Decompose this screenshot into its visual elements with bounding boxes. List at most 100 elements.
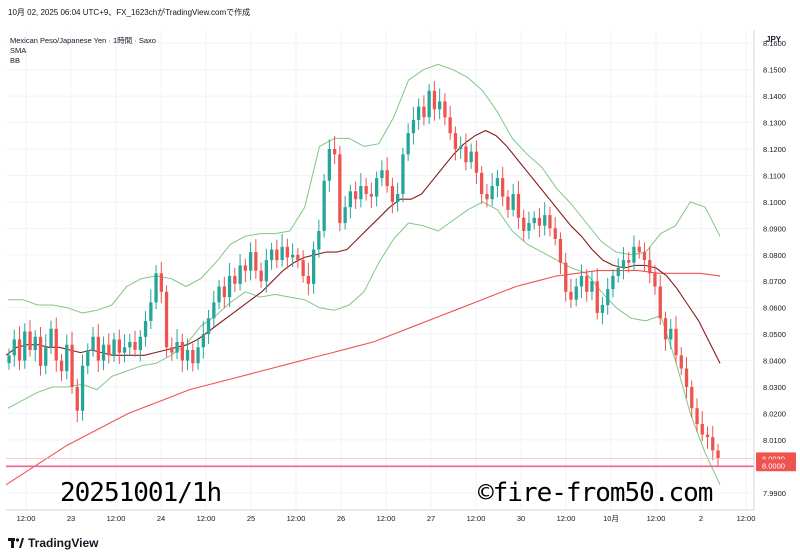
candle-body bbox=[700, 424, 704, 435]
candle-body bbox=[459, 146, 463, 149]
level-price-tag: 8.0000 bbox=[762, 461, 785, 470]
time-tick-label: 12:00 bbox=[377, 514, 396, 523]
candle-body bbox=[338, 154, 342, 224]
candle-body bbox=[80, 365, 85, 411]
sma-label[interactable]: SMA bbox=[10, 46, 27, 55]
candle-body bbox=[558, 238, 563, 263]
candle-body bbox=[632, 246, 636, 263]
candle-body bbox=[348, 191, 352, 208]
candle-body bbox=[711, 437, 715, 451]
candle-body bbox=[7, 355, 11, 364]
price-axis: 8.1600 8.1500 8.1400 8.1300 8.1200 8.1100 8.10… bbox=[763, 39, 786, 498]
price-tick-label: 8.0100 bbox=[763, 436, 786, 445]
candle-body bbox=[312, 249, 316, 284]
candle-body bbox=[690, 387, 694, 409]
candle-body bbox=[490, 186, 494, 200]
candle-body bbox=[180, 342, 184, 361]
candle-body bbox=[417, 106, 421, 120]
candle-body bbox=[44, 347, 48, 366]
time-tick-label: 12:00 bbox=[647, 514, 666, 523]
candle-body bbox=[637, 246, 641, 253]
candle-body bbox=[453, 133, 458, 149]
bb-label[interactable]: BB bbox=[10, 56, 21, 65]
candle-body bbox=[101, 344, 106, 361]
time-tick-label: 12:00 bbox=[467, 514, 486, 523]
candles bbox=[7, 81, 720, 467]
tradingview-logo-icon bbox=[8, 538, 24, 548]
price-tick-label: 8.1200 bbox=[763, 145, 786, 154]
candle-body bbox=[170, 347, 174, 353]
candle-body bbox=[375, 178, 379, 197]
candle-body bbox=[537, 217, 542, 226]
time-tick-label: 30 bbox=[517, 514, 525, 523]
candle-body bbox=[380, 170, 384, 179]
candle-body bbox=[96, 336, 100, 361]
candle-body bbox=[464, 146, 468, 163]
candle-body bbox=[553, 228, 557, 239]
candle-body bbox=[280, 246, 284, 260]
candle-body bbox=[86, 350, 90, 366]
time-tick-label: 25 bbox=[247, 514, 255, 523]
price-tick-label: 8.1400 bbox=[763, 92, 786, 101]
time-tick-label: 12:00 bbox=[287, 514, 306, 523]
time-tick-label: 12:00 bbox=[17, 514, 36, 523]
copyright-stamp: ©fire-from50.com bbox=[478, 478, 713, 508]
candle-body bbox=[705, 434, 710, 438]
candle-body bbox=[716, 450, 720, 459]
candle-body bbox=[70, 344, 74, 387]
time-tick-label: 10月 bbox=[603, 514, 619, 523]
candle-body bbox=[212, 302, 216, 319]
candle-body bbox=[369, 194, 373, 197]
candle-body bbox=[322, 180, 326, 231]
candle-body bbox=[138, 336, 142, 350]
candle-body bbox=[396, 194, 400, 202]
candle-body bbox=[621, 260, 626, 268]
candle-body bbox=[54, 328, 58, 361]
candle-body bbox=[600, 305, 605, 313]
candle-body bbox=[658, 286, 662, 319]
candle-body bbox=[233, 275, 237, 284]
time-tick-label: 12:00 bbox=[557, 514, 576, 523]
time-tick-label: 26 bbox=[337, 514, 345, 523]
candle-body bbox=[669, 328, 673, 340]
candle-body bbox=[23, 331, 27, 361]
bb-upper-line bbox=[8, 63, 721, 314]
candle-body bbox=[501, 178, 505, 197]
candle-body bbox=[574, 286, 578, 300]
time-tick-label: 12:00 bbox=[197, 514, 216, 523]
time-tick-label: 12:00 bbox=[737, 514, 756, 523]
bb-lower-line bbox=[7, 201, 721, 486]
candle-body bbox=[333, 149, 337, 155]
candle-body bbox=[91, 336, 95, 350]
candle-body bbox=[275, 249, 279, 261]
candle-body bbox=[185, 350, 190, 361]
candle-body bbox=[495, 178, 500, 186]
tradingview-brand[interactable]: TradingView bbox=[28, 536, 99, 550]
candle-body bbox=[243, 265, 247, 271]
candle-body bbox=[616, 268, 620, 276]
last-price-tag: 8.0030 bbox=[762, 454, 785, 463]
plot-area[interactable] bbox=[6, 30, 754, 506]
price-tick-label: 8.0200 bbox=[763, 409, 786, 418]
price-tick-label: 8.0700 bbox=[763, 277, 786, 286]
currency-label: JPY bbox=[766, 35, 782, 44]
candle-body bbox=[406, 133, 410, 155]
candle-body bbox=[227, 275, 232, 298]
candle-body bbox=[516, 194, 521, 218]
price-tick-label: 8.1000 bbox=[763, 198, 786, 207]
candle-body bbox=[222, 286, 226, 298]
candle-body bbox=[611, 275, 615, 290]
candle-body bbox=[128, 342, 132, 348]
candle-body bbox=[191, 350, 195, 364]
candle-body bbox=[548, 215, 552, 229]
candle-body bbox=[33, 336, 37, 350]
candle-body bbox=[149, 302, 153, 321]
candle-body bbox=[448, 117, 452, 134]
candle-body bbox=[469, 151, 473, 163]
price-tick-label: 8.1500 bbox=[763, 66, 786, 75]
candle-body bbox=[401, 154, 405, 194]
time-axis: 12:00 23 12:00 24 12:00 25 12:00 26 12:00 27 12:00… bbox=[17, 514, 756, 523]
date-stamp: 20251001/1h bbox=[60, 478, 222, 508]
candle-body bbox=[411, 119, 416, 134]
